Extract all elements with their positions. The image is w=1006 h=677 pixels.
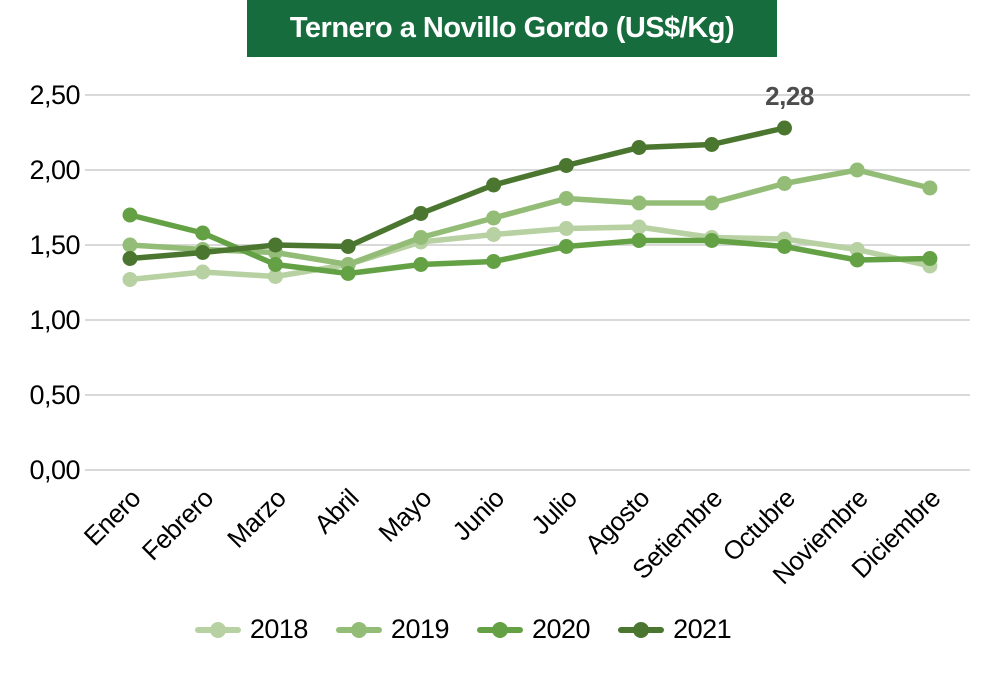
legend-item-2021: 2021 [618, 614, 732, 645]
legend-item-2020: 2020 [477, 614, 591, 645]
series-point-2019 [631, 195, 647, 211]
x-axis-label: Febrero [136, 483, 219, 566]
series-point-2018 [122, 272, 138, 287]
series-point-2020 [122, 207, 138, 223]
series-point-2020 [340, 266, 356, 281]
series-point-2019 [922, 180, 938, 196]
y-axis-tick-label: 2,50 [29, 80, 80, 110]
x-axis-label: Abril [308, 483, 364, 539]
series-point-2021 [486, 177, 502, 193]
series-line-2020 [127, 212, 933, 277]
y-axis-tick-label: 0,50 [29, 380, 80, 410]
y-axis-tick-label: 1,50 [29, 230, 80, 260]
series-point-2019 [486, 210, 502, 226]
series-line-2019 [127, 167, 933, 268]
legend-swatch-icon [194, 621, 241, 638]
data-label-annotation: 2,28 [765, 81, 814, 111]
series-point-2020 [195, 225, 211, 241]
legend-swatch-icon [618, 621, 665, 638]
series-point-2018 [195, 264, 211, 280]
series-point-2020 [922, 251, 938, 266]
x-axis-label: Enero [78, 483, 147, 552]
series-point-2020 [704, 233, 720, 248]
x-axis-label: Mayo [372, 483, 437, 548]
series-point-2021 [631, 140, 647, 155]
chart-title: Ternero a Novillo Gordo (US$/Kg) [289, 12, 735, 44]
series-point-2020 [849, 252, 865, 268]
chart-title-banner: Ternero a Novillo Gordo (US$/Kg) [247, 0, 777, 57]
series-point-2020 [558, 239, 574, 254]
legend-label: 2021 [673, 614, 732, 644]
series-point-2019 [776, 176, 792, 191]
series-line-2018 [127, 224, 933, 283]
legend-swatch-icon [335, 621, 382, 638]
x-axis-label: Marzo [221, 483, 292, 554]
series-point-2018 [486, 227, 502, 242]
x-axis-label: Julio [525, 483, 582, 540]
series-point-2018 [267, 269, 283, 284]
series-point-2019 [413, 230, 429, 245]
y-axis-tick-label: 0,00 [29, 455, 80, 485]
legend-item-2018: 2018 [194, 614, 309, 645]
series-point-2021 [195, 245, 211, 260]
series-point-2018 [849, 242, 865, 257]
series-point-2019 [558, 191, 574, 206]
series-point-2019 [849, 162, 865, 178]
series-point-2021 [122, 251, 138, 266]
y-axis-tick-label: 1,00 [29, 305, 80, 335]
legend-swatch-icon [477, 621, 523, 638]
series-point-2020 [486, 254, 502, 269]
series-point-2018 [631, 219, 647, 235]
series-point-2021 [558, 158, 574, 173]
chart-legend: 2018 2019 2020 2021 [0, 614, 966, 645]
series-point-2018 [558, 221, 574, 236]
series-point-2020 [776, 239, 792, 254]
series-point-2020 [631, 233, 647, 248]
series-point-2021 [704, 137, 720, 152]
x-axis-label: Junio [446, 483, 509, 546]
series-point-2021 [267, 237, 283, 253]
series-point-2019 [122, 237, 138, 253]
series-point-2019 [704, 195, 720, 211]
series-point-2021 [413, 206, 429, 221]
legend-label: 2018 [249, 614, 309, 644]
legend-item-2019: 2019 [335, 614, 450, 645]
series-point-2020 [413, 257, 429, 272]
series-point-2021 [340, 239, 356, 254]
legend-label: 2020 [532, 614, 591, 644]
series-point-2021 [776, 120, 792, 136]
legend-label: 2019 [390, 614, 450, 644]
series-point-2020 [267, 257, 283, 272]
y-axis-tick-label: 2,00 [29, 155, 80, 185]
series-line-2021 [127, 125, 788, 262]
